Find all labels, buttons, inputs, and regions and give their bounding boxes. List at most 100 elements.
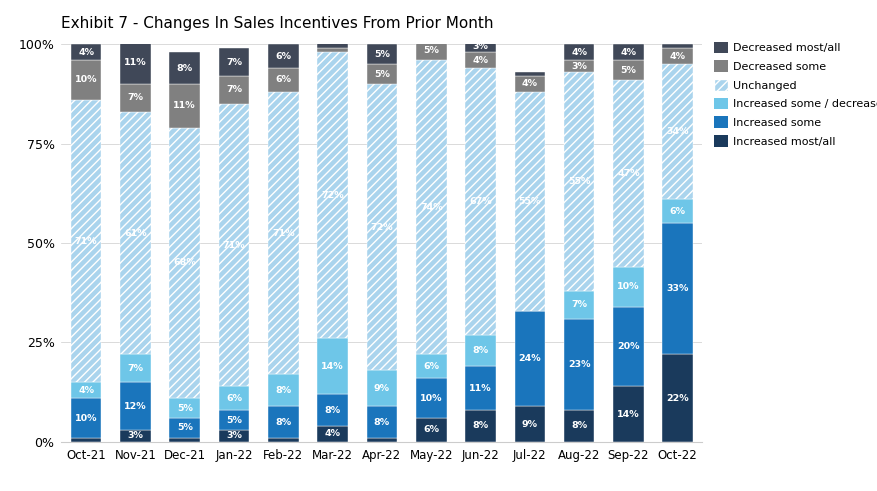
Text: 8%: 8%	[275, 386, 291, 395]
Bar	[169, 418, 200, 438]
Text: 10%: 10%	[617, 282, 639, 291]
Text: 4%: 4%	[78, 48, 94, 56]
Text: 8%: 8%	[472, 421, 488, 431]
Text: 24%: 24%	[518, 354, 540, 363]
Text: 3%: 3%	[472, 42, 488, 51]
Text: 33%: 33%	[666, 284, 688, 293]
Text: 9%: 9%	[521, 419, 538, 429]
Bar	[563, 291, 594, 319]
Text: 4%: 4%	[78, 386, 94, 395]
Bar	[465, 334, 496, 366]
Text: 5%: 5%	[176, 423, 192, 433]
Bar	[563, 319, 594, 410]
Text: 7%: 7%	[225, 85, 242, 94]
Text: 6%: 6%	[225, 394, 242, 403]
Bar	[662, 223, 692, 355]
Text: 8%: 8%	[275, 417, 291, 427]
Bar	[267, 92, 298, 374]
Bar	[416, 355, 446, 378]
Bar	[71, 382, 101, 398]
Bar	[662, 199, 692, 223]
Bar	[169, 438, 200, 442]
Text: 4%: 4%	[521, 80, 538, 88]
Text: 72%: 72%	[321, 191, 344, 200]
Bar	[612, 386, 643, 442]
Text: 6%: 6%	[275, 52, 291, 60]
Text: 55%: 55%	[518, 197, 540, 206]
Text: 68%: 68%	[173, 258, 196, 268]
Bar	[416, 378, 446, 418]
Bar	[416, 32, 446, 40]
Text: 5%: 5%	[374, 50, 389, 58]
Bar	[612, 60, 643, 80]
Bar	[465, 40, 496, 52]
Legend: Decreased most/all, Decreased some, Unchanged, Increased some / decreased others: Decreased most/all, Decreased some, Unch…	[714, 42, 877, 147]
Text: 6%: 6%	[423, 426, 438, 435]
Text: 4%: 4%	[472, 55, 488, 65]
Text: 4%: 4%	[571, 48, 587, 56]
Bar	[317, 394, 347, 426]
Text: 14%: 14%	[617, 409, 639, 418]
Text: 8%: 8%	[570, 421, 587, 431]
Bar	[367, 84, 396, 370]
Bar	[120, 84, 151, 112]
Text: 5%: 5%	[225, 415, 242, 425]
Text: 22%: 22%	[666, 394, 688, 403]
Text: 8%: 8%	[176, 63, 193, 73]
Bar	[612, 267, 643, 307]
Text: 5%: 5%	[374, 70, 389, 79]
Bar	[218, 410, 249, 430]
Bar	[317, 338, 347, 394]
Text: 5%: 5%	[176, 404, 192, 412]
Bar	[71, 438, 101, 442]
Text: 5%: 5%	[620, 65, 636, 75]
Bar	[71, 398, 101, 438]
Text: 11%: 11%	[468, 383, 491, 393]
Text: 61%: 61%	[124, 229, 146, 238]
Bar	[367, 370, 396, 406]
Text: 2%: 2%	[423, 32, 438, 41]
Text: 3%: 3%	[225, 432, 242, 440]
Text: 10%: 10%	[75, 76, 97, 84]
Text: 4%: 4%	[620, 48, 636, 56]
Bar	[514, 72, 545, 76]
Bar	[662, 44, 692, 48]
Bar	[218, 386, 249, 410]
Text: 6%: 6%	[275, 76, 291, 84]
Bar	[218, 76, 249, 104]
Bar	[465, 410, 496, 442]
Text: 12%: 12%	[124, 402, 146, 410]
Text: 67%: 67%	[468, 197, 491, 206]
Text: 3%: 3%	[571, 61, 587, 71]
Bar	[267, 438, 298, 442]
Bar	[71, 60, 101, 100]
Text: 14%: 14%	[321, 362, 344, 371]
Text: 10%: 10%	[419, 394, 442, 403]
Bar	[317, 426, 347, 442]
Text: 34%: 34%	[666, 127, 688, 136]
Text: 8%: 8%	[324, 406, 340, 414]
Bar	[662, 48, 692, 64]
Text: 8%: 8%	[374, 417, 389, 427]
Text: Exhibit 7 - Changes In Sales Incentives From Prior Month: Exhibit 7 - Changes In Sales Incentives …	[61, 16, 494, 30]
Bar	[71, 44, 101, 60]
Bar	[71, 100, 101, 382]
Text: 7%: 7%	[225, 57, 242, 67]
Bar	[563, 72, 594, 291]
Bar	[662, 355, 692, 442]
Text: 7%: 7%	[571, 300, 587, 309]
Text: 20%: 20%	[617, 342, 639, 351]
Bar	[416, 60, 446, 355]
Text: 74%: 74%	[419, 203, 442, 212]
Bar	[514, 406, 545, 442]
Text: 10%: 10%	[75, 413, 97, 423]
Text: 71%: 71%	[75, 237, 97, 246]
Bar	[612, 307, 643, 386]
Bar	[317, 52, 347, 338]
Text: 11%: 11%	[124, 57, 146, 67]
Text: 6%: 6%	[669, 207, 685, 216]
Bar	[169, 128, 200, 398]
Text: 47%: 47%	[617, 169, 639, 178]
Bar	[120, 40, 151, 84]
Bar	[514, 311, 545, 406]
